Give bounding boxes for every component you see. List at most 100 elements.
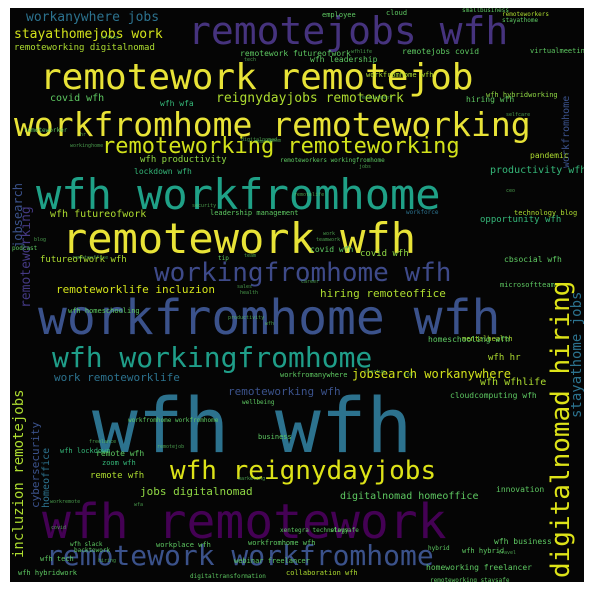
- cloud-word: workingfromhome wfh: [154, 258, 452, 288]
- cloud-word: remoteworking digitalnomad: [14, 43, 155, 53]
- cloud-word: virtualmeeting: [530, 47, 584, 55]
- cloud-word: remoteworklife incluzion: [56, 283, 215, 296]
- cloud-word: remotework wfh: [62, 214, 417, 263]
- cloud-word: wfh futureofwork: [50, 209, 147, 220]
- cloud-word: wfh remotework: [42, 494, 447, 550]
- cloud-word: remote wfh: [90, 471, 145, 481]
- cloud-word: wfh tech: [40, 555, 74, 563]
- cloud-word: stayathome: [502, 17, 539, 24]
- cloud-word: cloudcomputing wfh: [450, 391, 537, 400]
- cloud-word-small: hiring: [98, 558, 117, 564]
- cloud-word: xentegra technology: [280, 527, 349, 534]
- cloud-word: remoteworkers workingfromhome: [280, 157, 385, 164]
- cloud-word-small: marketing: [238, 476, 266, 482]
- cloud-word-small: jobs: [359, 164, 372, 170]
- cloud-word: work remoteworklife: [54, 371, 180, 384]
- cloud-word: workanywhere jobs: [26, 10, 160, 25]
- cloud-word: cbsocial wfh: [504, 255, 562, 264]
- cloud-word: staysafe: [330, 527, 359, 534]
- cloud-word: wfh wfh: [92, 381, 413, 470]
- cloud-word-vertical: stayathome jobs: [569, 291, 584, 418]
- cloud-word-small: selfcare: [506, 112, 531, 118]
- cloud-word: workfromhome remoteworking: [14, 105, 531, 144]
- cloud-word: workplace wfh: [156, 541, 211, 549]
- cloud-word-small: office: [101, 35, 120, 41]
- cloud-word-small: tech: [244, 57, 257, 63]
- cloud-word: podcast: [12, 245, 38, 252]
- cloud-word: remotework workfromhome: [46, 539, 434, 572]
- cloud-word: wfh lockdown: [60, 447, 111, 455]
- cloud-word-small: wfhlife: [351, 49, 373, 55]
- cloud-word: remoteworking staysafe: [430, 577, 510, 583]
- cloud-word: cloud: [386, 9, 408, 17]
- cloud-word: wfh reignydayjobs: [170, 456, 437, 486]
- cloud-word: wfh productivity: [140, 155, 227, 165]
- cloud-word-small: work: [323, 231, 336, 237]
- cloud-word: reignydayjobs remotework: [216, 91, 404, 106]
- cloud-word-vertical: incluzion remotejobs: [11, 389, 27, 558]
- cloud-word: business: [258, 433, 292, 441]
- cloud-word-small: team: [244, 253, 257, 259]
- cloud-word: remote wfh: [96, 449, 145, 458]
- cloud-word-small: health: [240, 290, 259, 296]
- cloud-word-small: job: [404, 372, 414, 378]
- cloud-word: smallbusiness: [462, 8, 509, 14]
- cloud-word: backtowork: [74, 547, 111, 554]
- cloud-word: workfromhome workfromhome: [128, 417, 219, 424]
- cloud-word: lockdown wfh: [134, 167, 192, 176]
- cloud-word: wfh slack: [70, 541, 103, 548]
- cloud-word: employee: [322, 11, 356, 19]
- cloud-word: wfh hr: [488, 353, 521, 363]
- cloud-word: hiring remoteoffice: [320, 287, 446, 300]
- cloud-word: remotejobs wfh: [188, 9, 509, 53]
- cloud-word: zoom wfh: [102, 459, 136, 467]
- cloud-word: wfh wfa: [160, 99, 194, 108]
- cloud-word-small: remote: [254, 139, 273, 145]
- word-cloud: remotejobs wfh remotework remotejob work…: [10, 8, 584, 582]
- cloud-word-small: wfh: [265, 321, 275, 327]
- cloud-word: remoteworker: [24, 127, 68, 134]
- cloud-word-small: workremote: [50, 499, 81, 505]
- cloud-word-small: wfa: [134, 502, 144, 508]
- cloud-word: microsoftteam: [500, 281, 555, 289]
- cloud-word: workforce: [406, 209, 439, 216]
- cloud-word: remoteworking remoteworking: [102, 134, 460, 159]
- cloud-word: remoteworkers: [502, 11, 549, 18]
- cloud-word: wfh hybridwork: [18, 569, 78, 577]
- cloud-word-small: digitalnomad: [241, 137, 278, 143]
- cloud-word: digitaltransformation: [190, 573, 266, 580]
- cloud-word: covid wfh: [310, 245, 354, 254]
- cloud-word: innovation: [496, 485, 545, 494]
- cloud-word: tip: [218, 255, 229, 262]
- cloud-word: webinar freelancer: [234, 557, 310, 565]
- cloud-word: wfh homeschooling: [68, 307, 140, 315]
- cloud-word: workfromhome wfh: [38, 290, 501, 346]
- cloud-word: wfh hybrid: [462, 547, 505, 555]
- cloud-word: wfh leadership: [310, 55, 378, 64]
- cloud-word: pandemic: [530, 151, 569, 160]
- cloud-word: wfh wfhlife: [480, 377, 547, 388]
- cloud-word: wfh business: [494, 537, 552, 546]
- cloud-word: homeschooling wfh: [428, 335, 510, 344]
- cloud-word: leadership management: [210, 209, 299, 217]
- cloud-word-small: remotejob: [157, 444, 185, 450]
- cloud-word: hybrid: [428, 545, 450, 552]
- cloud-word-small: travel: [498, 550, 517, 556]
- cloud-word-small: recruitment: [359, 95, 393, 101]
- cloud-word-small: zoom: [269, 138, 282, 144]
- cloud-word-vertical: cybersecurity: [29, 421, 42, 508]
- cloud-word: opportunity wfh: [480, 215, 562, 225]
- cloud-word-small: remotelife: [294, 192, 325, 198]
- cloud-word-small: covid: [51, 525, 67, 531]
- cloud-word: stayathomejobs work: [14, 27, 163, 42]
- cloud-word: remotejobs covid: [402, 47, 480, 56]
- cloud-word: covid wfh: [50, 93, 105, 104]
- cloud-word: remoteworking wfh: [228, 385, 341, 398]
- cloud-word: remotework remotejob: [40, 57, 474, 98]
- cloud-word: wfh hybridworking: [486, 91, 558, 99]
- cloud-word: workfromanywhere: [280, 371, 348, 379]
- cloud-word-small: hr: [80, 132, 87, 138]
- cloud-word-small: remoteoffice: [72, 255, 109, 261]
- cloud-word: wellbeing: [242, 399, 275, 406]
- cloud-word: futureofwork wfh: [40, 255, 127, 265]
